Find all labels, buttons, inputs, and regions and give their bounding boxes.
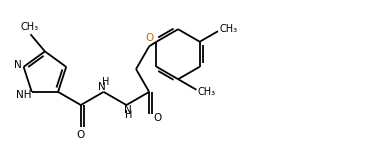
Text: CH₃: CH₃ bbox=[219, 24, 237, 34]
Text: N: N bbox=[124, 105, 132, 115]
Text: O: O bbox=[77, 130, 85, 140]
Text: CH₃: CH₃ bbox=[20, 22, 38, 32]
Text: CH₃: CH₃ bbox=[198, 87, 216, 97]
Text: N: N bbox=[98, 82, 105, 92]
Text: H: H bbox=[102, 77, 109, 87]
Text: O: O bbox=[146, 33, 154, 43]
Text: NH: NH bbox=[16, 90, 32, 100]
Text: H: H bbox=[124, 110, 132, 119]
Text: N: N bbox=[14, 60, 22, 70]
Text: O: O bbox=[154, 113, 162, 123]
